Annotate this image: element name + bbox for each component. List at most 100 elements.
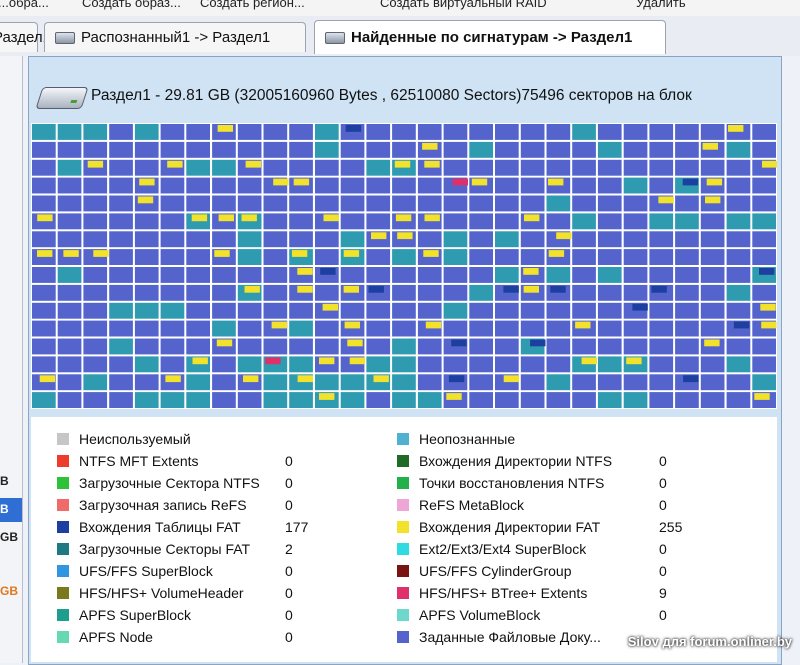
block-marker	[471, 178, 488, 186]
block-marker	[754, 393, 770, 400]
block-cell	[623, 213, 648, 230]
legend-swatch	[397, 587, 409, 599]
legend-label: Загрузочная запись ReFS	[79, 497, 247, 513]
legend-item-fat-table-entries: Вхождения Таблицы FAT 177	[57, 517, 387, 537]
block-cell	[417, 392, 442, 408]
block-map[interactable]	[31, 123, 778, 409]
menu-item-create-region[interactable]: Создать регион...	[200, 0, 305, 10]
block-cell	[392, 338, 416, 355]
block-cell	[546, 374, 571, 391]
legend-count: 0	[659, 475, 667, 491]
legend-label: Загрузочные Сектора NTFS	[79, 475, 260, 491]
block-cell	[495, 177, 519, 194]
legend-label: Вхождения Директории FAT	[419, 519, 601, 535]
block-marker	[575, 321, 591, 329]
legend-label: ReFS MetaBlock	[419, 497, 525, 513]
legend: Неиспользуемый NTFS MFT Extents 0 Загруз…	[31, 417, 777, 662]
block-cell	[495, 195, 519, 212]
block-cell	[109, 159, 133, 176]
block-cell	[546, 392, 571, 408]
block-marker	[759, 268, 775, 275]
legend-item-fat-boot-sectors: Загрузочные Секторы FAT 2	[57, 539, 387, 559]
block-marker	[37, 214, 53, 222]
block-cell	[57, 302, 82, 319]
block-cell	[289, 213, 313, 230]
block-cell	[726, 249, 751, 265]
block-cell	[700, 249, 725, 265]
tab-partition1[interactable]: Раздел1	[0, 22, 51, 52]
block-cell	[186, 231, 210, 248]
block-cell	[315, 231, 339, 248]
tab-signatures[interactable]: Найденные по сигнатурам -> Раздел1	[314, 20, 666, 54]
block-cell	[572, 141, 596, 158]
block-marker	[762, 160, 778, 168]
legend-count: 0	[285, 475, 293, 491]
partition-map-panel: Раздел1 - 29.81 GB (32005160960 Bytes , …	[28, 56, 782, 665]
block-cell	[417, 302, 442, 319]
block-marker	[548, 250, 565, 257]
block-cell	[726, 356, 751, 373]
block-cell	[134, 213, 159, 230]
block-cell	[366, 177, 391, 194]
block-cell	[366, 392, 391, 408]
block-cell	[57, 392, 82, 408]
legend-label: Неопознанные	[419, 431, 516, 447]
legend-item-ntfs-directory-entries: Вхождения Директории NTFS 0	[397, 451, 767, 471]
menu-item-create-raid[interactable]: Создать виртуальный RAID	[380, 0, 547, 10]
block-cell	[443, 231, 468, 248]
block-cell	[417, 195, 442, 212]
block-marker	[322, 303, 338, 311]
block-cell	[495, 124, 519, 140]
block-cell	[520, 320, 545, 337]
legend-item-hfs-btree-extents: HFS/HFS+ BTree+ Extents 9	[397, 583, 767, 603]
block-cell	[160, 124, 185, 140]
block-cell	[83, 302, 108, 319]
menu-item-delete[interactable]: Удалить	[636, 0, 686, 10]
block-marker	[524, 214, 540, 222]
block-cell	[186, 177, 210, 194]
legend-item-fat-directory-entries: Вхождения Директории FAT 255	[397, 517, 767, 537]
block-marker	[291, 250, 308, 257]
block-marker	[683, 375, 699, 383]
block-cell	[520, 356, 545, 373]
block-cell	[340, 231, 365, 248]
block-cell	[83, 124, 108, 140]
block-cell	[289, 302, 313, 319]
block-cell	[57, 213, 82, 230]
block-cell	[495, 231, 519, 248]
legend-swatch	[57, 477, 69, 489]
block-cell	[649, 392, 674, 408]
block-marker	[87, 160, 104, 168]
block-cell	[443, 141, 468, 158]
block-cell	[443, 284, 468, 301]
block-cell	[263, 267, 288, 283]
menu-item-create-image[interactable]: Создать образ...	[82, 0, 181, 10]
block-cell	[572, 213, 596, 230]
tab-recognized1[interactable]: Распознанный1 -> Раздел1	[44, 22, 306, 52]
legend-label: UFS/FFS CylinderGroup	[419, 563, 572, 579]
block-cell	[134, 374, 159, 391]
block-cell	[649, 231, 674, 248]
block-marker	[293, 178, 310, 186]
block-cell	[109, 320, 133, 337]
block-cell	[572, 267, 596, 283]
block-cell	[57, 124, 82, 140]
block-cell	[109, 267, 133, 283]
legend-item-ntfs-boot-sectors: Загрузочные Сектора NTFS 0	[57, 473, 387, 493]
block-cell	[649, 267, 674, 283]
tree-selected-row[interactable]	[0, 498, 22, 522]
block-cell	[57, 267, 82, 283]
block-cell	[57, 356, 82, 373]
block-cell	[675, 356, 699, 373]
block-marker	[241, 214, 257, 222]
block-cell	[160, 195, 185, 212]
legend-label: Ext2/Ext3/Ext4 SuperBlock	[419, 541, 587, 557]
block-cell	[186, 124, 210, 140]
block-marker	[368, 285, 384, 293]
block-cell	[160, 267, 185, 283]
block-cell	[572, 159, 596, 176]
menu-item-image[interactable]: ...обра...	[0, 0, 49, 10]
block-cell	[726, 195, 751, 212]
block-cell	[700, 231, 725, 248]
block-marker	[191, 214, 208, 222]
